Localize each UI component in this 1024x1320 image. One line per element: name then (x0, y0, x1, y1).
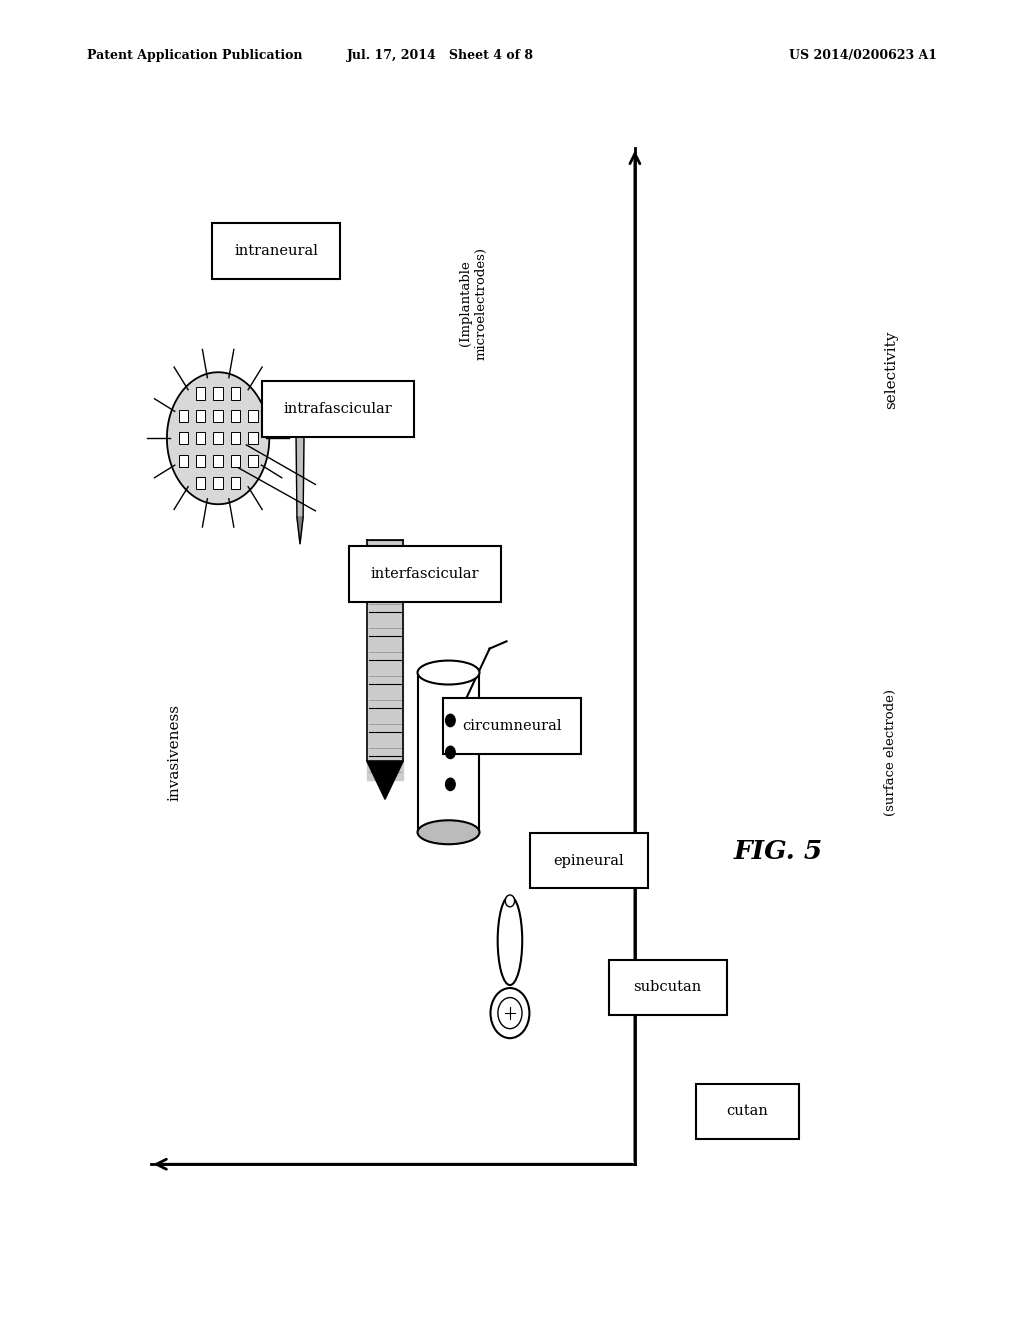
Polygon shape (367, 540, 403, 780)
Circle shape (445, 714, 455, 726)
Bar (230, 387, 241, 400)
Ellipse shape (498, 896, 522, 985)
Bar (196, 454, 206, 467)
Circle shape (445, 779, 455, 791)
Text: Patent Application Publication: Patent Application Publication (87, 49, 302, 62)
Text: epineural: epineural (554, 854, 624, 867)
Circle shape (445, 746, 455, 759)
Bar (213, 454, 223, 467)
Ellipse shape (418, 820, 479, 845)
Bar (442, 698, 582, 754)
Polygon shape (296, 425, 304, 517)
Text: US 2014/0200623 A1: US 2014/0200623 A1 (788, 49, 937, 62)
Bar (248, 409, 258, 422)
Text: invasiveness: invasiveness (167, 704, 181, 801)
Bar (230, 409, 241, 422)
Bar (178, 454, 188, 467)
Bar (213, 223, 340, 279)
Bar (213, 387, 223, 400)
Bar (196, 477, 206, 490)
Bar (248, 432, 258, 445)
Bar (196, 409, 206, 422)
Text: subcutan: subcutan (634, 981, 701, 994)
Bar (262, 381, 414, 437)
Circle shape (490, 987, 529, 1038)
Polygon shape (297, 517, 303, 544)
Bar (530, 833, 647, 888)
Bar (230, 454, 241, 467)
Bar (230, 477, 241, 490)
Circle shape (498, 998, 522, 1028)
Text: (Implantable
microelectrodes): (Implantable microelectrodes) (459, 247, 487, 360)
Text: FIG. 5: FIG. 5 (733, 840, 823, 863)
Bar (608, 960, 727, 1015)
Bar (418, 672, 479, 833)
Polygon shape (367, 760, 403, 800)
Bar (696, 1084, 799, 1139)
Text: intraneural: intraneural (234, 244, 318, 257)
Text: interfascicular: interfascicular (371, 568, 479, 581)
Text: cutan: cutan (727, 1105, 768, 1118)
Ellipse shape (418, 660, 479, 685)
Bar (178, 432, 188, 445)
Bar (230, 432, 241, 445)
Bar (196, 432, 206, 445)
Bar (213, 477, 223, 490)
Text: intrafascicular: intrafascicular (284, 403, 392, 416)
Bar (213, 432, 223, 445)
Bar (248, 454, 258, 467)
Text: selectivity: selectivity (884, 330, 898, 409)
Polygon shape (167, 372, 269, 504)
Bar (178, 409, 188, 422)
Bar (196, 387, 206, 400)
Text: circumneural: circumneural (462, 719, 562, 733)
Text: (surface electrode): (surface electrode) (885, 689, 897, 816)
Circle shape (506, 895, 514, 907)
Bar (349, 546, 501, 602)
Text: Jul. 17, 2014   Sheet 4 of 8: Jul. 17, 2014 Sheet 4 of 8 (347, 49, 534, 62)
Bar (213, 409, 223, 422)
